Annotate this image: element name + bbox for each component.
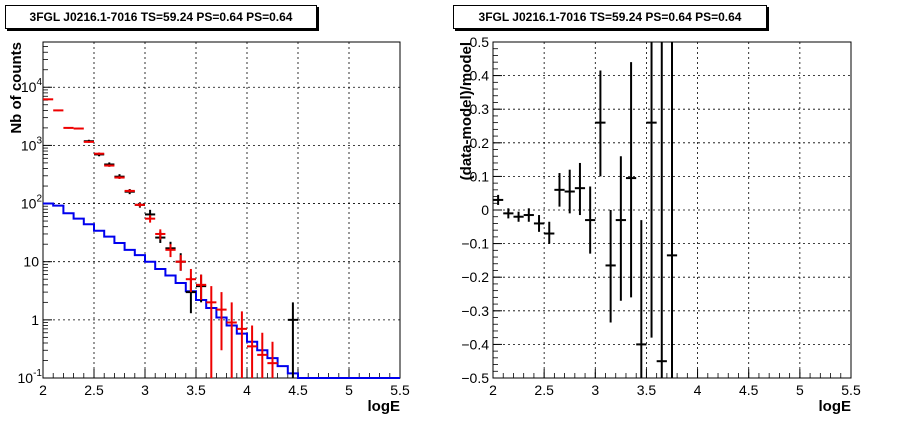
data-point	[267, 341, 278, 378]
data-point	[544, 221, 555, 244]
data-point	[216, 292, 227, 351]
data-point	[104, 164, 115, 167]
residuals-panel: 2 2.5 3 3.5 4 4.5 5 5.5 −0.5 −0.4 −0.3 −0.2 −0.1 0 0.1…	[458, 34, 861, 415]
data-point	[83, 140, 94, 143]
x-tick-label: 2.5	[534, 382, 554, 398]
counts-histogram-panel: 2 2.5 3 3.5 4 4.5 5 5.5 10-1 1 10 102 103 104 logE Nb o…	[8, 41, 410, 415]
x-tick-label: 3	[591, 382, 599, 398]
data-point	[656, 42, 667, 378]
model-histogram-line	[43, 202, 400, 379]
data-point	[666, 42, 678, 378]
x-tick-label: 3.5	[637, 382, 657, 398]
data-point	[114, 176, 125, 179]
data-point	[503, 208, 514, 219]
y-tick-label: 0.1	[470, 168, 490, 184]
data-point	[53, 109, 64, 112]
data-point	[196, 274, 207, 300]
data-point	[165, 244, 176, 258]
x-tick-label: 4.5	[288, 382, 308, 398]
y-tick-label: −0.5	[461, 370, 489, 386]
x-tick-label: 2	[489, 382, 497, 398]
y-tick-label: −0.3	[461, 303, 489, 319]
x-tick-label: 2	[39, 382, 47, 398]
data-point	[605, 210, 616, 323]
data-point	[63, 126, 74, 129]
data-point	[533, 215, 545, 232]
x-tick-label: 4.5	[739, 382, 759, 398]
data-point	[615, 156, 626, 301]
y-axis-label: Nb of counts	[8, 42, 25, 134]
data-point	[574, 162, 586, 216]
data-point	[513, 211, 524, 222]
data-point	[226, 302, 237, 378]
data-point	[523, 208, 534, 222]
x-tick-label: 2.5	[84, 382, 104, 398]
data-point	[73, 127, 84, 130]
data-point	[564, 169, 575, 214]
data-point	[493, 194, 504, 205]
data-point	[185, 268, 196, 293]
left-chart-title: 3FGL J0216.1-7016 TS=59.24 PS=0.64 PS=0.…	[5, 5, 317, 29]
data-point	[124, 189, 135, 193]
data-point	[134, 203, 145, 207]
data-point	[155, 229, 166, 240]
y-tick-label: 103	[21, 135, 43, 153]
data-point	[247, 325, 258, 378]
y-tick-label: 102	[21, 194, 43, 212]
data-point	[585, 186, 596, 254]
data-point	[94, 152, 105, 155]
y-axis-label: (data-model)/model	[458, 42, 475, 180]
y-tick-label: 0.3	[470, 101, 490, 117]
y-tick-label: −0.4	[461, 336, 489, 352]
x-tick-label: 4	[243, 382, 251, 398]
y-tick-label: 104	[21, 77, 43, 95]
data-point	[206, 286, 217, 378]
data-point	[145, 215, 156, 223]
data-point	[287, 302, 298, 378]
x-tick-label: 3.5	[186, 382, 206, 398]
y-tick-label: 10	[23, 254, 39, 270]
data-point	[636, 220, 647, 378]
x-tick-label: 5.5	[841, 382, 861, 398]
x-tick-label: 5	[796, 382, 804, 398]
x-tick-label: 3	[141, 382, 149, 398]
data-point	[646, 42, 657, 338]
y-tick-label: 0.5	[470, 34, 490, 50]
data-point	[236, 311, 247, 378]
y-tick-label: 0.2	[470, 135, 490, 151]
y-tick-label: 10-1	[18, 368, 43, 386]
data-point	[43, 98, 54, 101]
y-tick-label: 0.4	[470, 68, 490, 84]
y-tick-label: −0.2	[461, 269, 489, 285]
y-tick-label: −0.1	[461, 236, 489, 252]
right-chart-title: 3FGL J0216.1-7016 TS=59.24 PS=0.64 PS=0.…	[453, 5, 767, 29]
y-tick-label: 1	[31, 312, 39, 328]
data-point	[554, 173, 565, 207]
x-tick-label: 5	[345, 382, 353, 398]
x-tick-label: 5.5	[390, 382, 410, 398]
data-point	[257, 332, 268, 378]
x-axis-label: logE	[368, 398, 401, 415]
x-tick-label: 4	[694, 382, 702, 398]
data-point	[175, 255, 186, 271]
y-tick-label: 0	[481, 202, 489, 218]
data-point	[625, 62, 637, 298]
data-point	[595, 70, 606, 177]
x-axis-label: logE	[819, 398, 852, 415]
